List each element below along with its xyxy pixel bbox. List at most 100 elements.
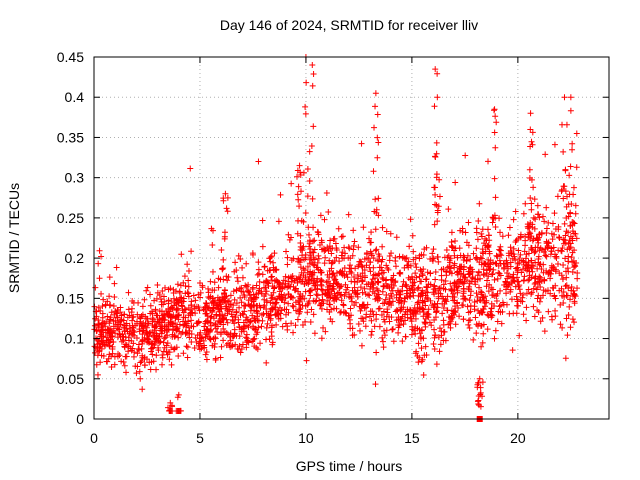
data-point xyxy=(150,358,157,365)
data-point xyxy=(98,324,105,331)
data-point xyxy=(452,237,459,244)
data-point xyxy=(563,315,570,322)
data-point xyxy=(188,331,195,338)
data-point xyxy=(302,110,309,117)
data-point xyxy=(288,234,295,241)
data-point xyxy=(182,290,189,297)
data-point xyxy=(537,261,544,268)
data-point xyxy=(436,348,443,355)
data-point xyxy=(361,285,368,292)
data-point xyxy=(249,285,256,292)
data-point xyxy=(220,315,227,322)
data-point xyxy=(346,265,353,272)
data-point xyxy=(571,300,578,307)
data-point xyxy=(97,359,104,366)
data-point xyxy=(479,249,486,256)
data-point xyxy=(158,327,165,334)
data-point xyxy=(452,245,459,252)
data-point xyxy=(558,272,565,279)
data-point xyxy=(512,283,519,290)
data-point xyxy=(402,282,409,289)
data-point xyxy=(385,266,392,273)
data-point xyxy=(364,255,371,262)
data-point xyxy=(268,324,275,331)
data-point xyxy=(537,294,544,301)
data-point xyxy=(320,324,327,331)
data-point xyxy=(497,229,504,236)
data-point xyxy=(359,264,366,271)
data-point xyxy=(386,257,393,264)
data-point xyxy=(560,236,567,243)
data-point xyxy=(161,335,168,342)
data-point xyxy=(186,327,193,334)
data-point xyxy=(201,327,208,334)
data-point xyxy=(479,309,486,316)
data-point xyxy=(554,260,561,267)
data-point xyxy=(171,333,178,340)
data-point xyxy=(330,236,337,243)
data-point xyxy=(565,312,572,319)
data-point xyxy=(381,318,388,325)
data-point xyxy=(530,285,537,292)
data-point xyxy=(552,253,559,260)
data-point xyxy=(436,193,443,200)
data-point xyxy=(434,218,441,225)
data-point xyxy=(201,304,208,311)
data-point xyxy=(514,278,521,285)
data-point xyxy=(569,228,576,235)
data-point xyxy=(492,144,499,151)
data-point xyxy=(166,356,173,363)
data-point xyxy=(530,184,537,191)
data-point xyxy=(354,291,361,298)
data-point xyxy=(362,323,369,330)
data-point xyxy=(394,287,401,294)
data-point xyxy=(368,250,375,257)
data-point xyxy=(304,309,311,316)
data-point xyxy=(296,274,303,281)
data-point xyxy=(174,299,181,306)
data-point xyxy=(167,399,174,406)
data-point xyxy=(497,247,504,254)
data-point xyxy=(478,309,485,316)
data-point xyxy=(341,244,348,251)
data-point xyxy=(237,294,244,301)
data-point xyxy=(536,298,543,305)
data-point xyxy=(465,268,472,275)
data-point xyxy=(163,326,170,333)
data-point xyxy=(319,287,326,294)
data-point xyxy=(278,307,285,314)
data-point xyxy=(387,230,394,237)
data-point xyxy=(417,330,424,337)
data-point xyxy=(495,269,502,276)
data-point xyxy=(571,319,578,326)
data-point xyxy=(123,320,130,327)
data-point xyxy=(535,239,542,246)
data-point xyxy=(185,267,192,274)
data-point xyxy=(297,232,304,239)
data-point xyxy=(454,289,461,296)
data-point xyxy=(552,295,559,302)
data-point xyxy=(499,233,506,240)
data-point xyxy=(219,266,226,273)
data-point xyxy=(570,191,577,198)
data-point xyxy=(567,296,574,303)
data-point xyxy=(513,293,520,300)
data-point xyxy=(220,256,227,263)
data-point xyxy=(228,311,235,318)
data-point xyxy=(423,276,430,283)
data-point xyxy=(493,252,500,259)
data-point xyxy=(462,152,469,159)
data-point xyxy=(569,249,576,256)
data-point xyxy=(483,237,490,244)
data-point xyxy=(240,328,247,335)
data-point xyxy=(144,315,151,322)
data-point xyxy=(395,299,402,306)
data-point xyxy=(297,305,304,312)
data-point xyxy=(434,94,441,101)
data-point xyxy=(226,342,233,349)
data-point xyxy=(210,305,217,312)
data-point xyxy=(112,330,119,337)
data-point xyxy=(136,368,143,375)
data-point xyxy=(522,242,529,249)
data-point xyxy=(525,277,532,284)
